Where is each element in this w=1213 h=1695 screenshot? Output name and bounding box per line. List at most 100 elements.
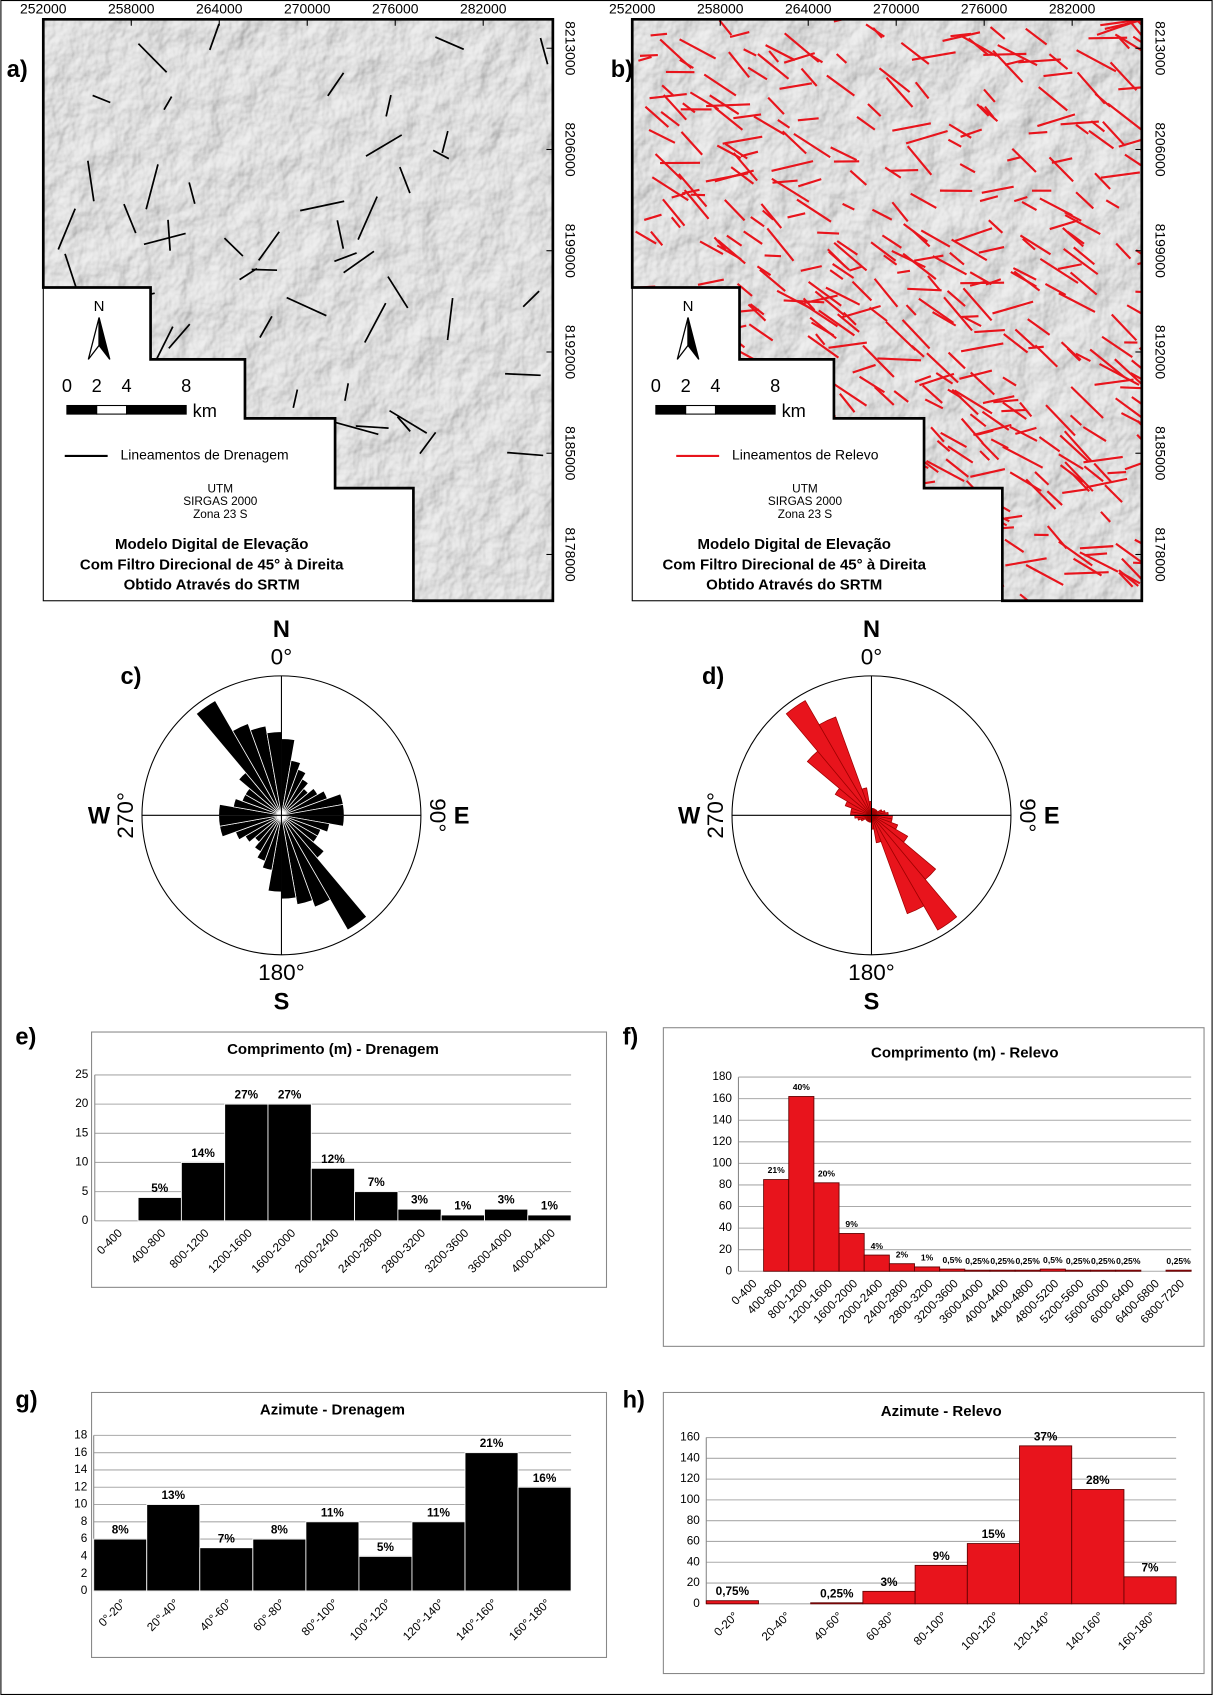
bar xyxy=(915,1565,967,1603)
x-tick-label: 270000 xyxy=(873,0,920,16)
y-tick-label: 12 xyxy=(74,1479,87,1493)
bar xyxy=(528,1215,571,1221)
y-tick-label: 100 xyxy=(712,1155,732,1169)
scale-segment xyxy=(656,406,686,415)
legend-label: Lineamentos de Relevo xyxy=(732,447,879,463)
bar-label: 20% xyxy=(818,1168,836,1178)
lineament xyxy=(1001,410,1026,411)
panel-label: f) xyxy=(623,1025,639,1051)
bar xyxy=(518,1487,571,1591)
bar xyxy=(268,1104,311,1221)
map-caption: Modelo Digital de Elevação xyxy=(115,536,308,553)
x-tick-label: 276000 xyxy=(961,0,1008,16)
y-tick-label: 20 xyxy=(719,1242,733,1256)
bar-label: 27% xyxy=(235,1088,259,1102)
y-tick-label: 5 xyxy=(82,1184,89,1198)
bar-label: 8% xyxy=(112,1523,130,1537)
bar-label: 37% xyxy=(1034,1429,1058,1443)
x-tick-label: 270000 xyxy=(284,0,331,16)
scale-label: 2 xyxy=(92,375,102,396)
lineament xyxy=(1108,472,1127,473)
bar-label: 28% xyxy=(1086,1473,1110,1487)
bar-label: 11% xyxy=(427,1505,450,1519)
y-tick-label: 8199000 xyxy=(562,224,578,279)
bar xyxy=(1091,1270,1116,1271)
direction-label: W xyxy=(88,804,111,830)
angle-label: 180° xyxy=(258,960,305,985)
y-tick-label: 160 xyxy=(680,1430,700,1444)
angle-label: 270° xyxy=(703,792,728,839)
bar-label: 0,25% xyxy=(1166,1256,1191,1266)
bar-label: 3% xyxy=(498,1193,516,1207)
bar-label: 12% xyxy=(321,1152,345,1166)
bar-label: 2% xyxy=(896,1249,909,1259)
lineament xyxy=(640,55,658,56)
bar xyxy=(200,1548,253,1591)
bar-label: 0,25% xyxy=(965,1256,990,1266)
bar-label: 13% xyxy=(161,1488,185,1502)
direction-label: N xyxy=(273,617,290,643)
bar xyxy=(1124,1577,1176,1604)
scale-label: 4 xyxy=(710,375,720,396)
bar-label: 0,75% xyxy=(716,1584,750,1598)
y-tick-label: 60 xyxy=(719,1199,733,1213)
y-tick-label: 8192000 xyxy=(1152,325,1168,380)
x-tick-label: 264000 xyxy=(196,0,243,16)
map-caption: Obtido Através do SRTM xyxy=(124,577,300,594)
y-tick-label: 120 xyxy=(680,1471,700,1485)
bar xyxy=(1040,1269,1065,1271)
scale-segment xyxy=(686,406,716,415)
direction-label: E xyxy=(1044,804,1060,830)
y-tick-label: 60 xyxy=(687,1534,701,1548)
bar-label: 1% xyxy=(454,1199,472,1213)
bar xyxy=(990,1270,1015,1271)
bar-label: 0,25% xyxy=(1066,1256,1091,1266)
y-tick-label: 80 xyxy=(719,1177,733,1191)
direction-label: N xyxy=(863,617,880,643)
y-tick-label: 100 xyxy=(680,1492,700,1506)
bar xyxy=(253,1539,306,1591)
direction-label: S xyxy=(274,989,290,1015)
lineament xyxy=(1029,132,1048,133)
bar xyxy=(225,1104,268,1221)
bar xyxy=(965,1270,990,1271)
scale-segment xyxy=(67,406,97,415)
bar-label: 7% xyxy=(368,1175,386,1189)
direction-label: W xyxy=(678,804,701,830)
bar-label: 21% xyxy=(768,1165,786,1175)
scale-label: 2 xyxy=(681,375,691,396)
north-label: N xyxy=(683,298,694,315)
bar-label: 3% xyxy=(411,1193,429,1207)
lineament xyxy=(1028,347,1043,348)
bar-label: 9% xyxy=(933,1549,951,1563)
scale-label: 8 xyxy=(181,375,191,396)
bar xyxy=(147,1505,200,1591)
y-tick-label: 8206000 xyxy=(562,122,578,177)
bar xyxy=(1065,1270,1090,1271)
angle-label: 0° xyxy=(861,645,883,670)
chart-title: Azimute - Relevo xyxy=(881,1403,1002,1420)
bar-label: 3% xyxy=(880,1575,898,1589)
scale-segment xyxy=(97,406,127,415)
angle-label: 180° xyxy=(848,960,895,985)
bar xyxy=(412,1522,465,1591)
bar xyxy=(311,1168,354,1221)
y-tick-label: 140 xyxy=(712,1112,732,1126)
panel-label: b) xyxy=(611,57,633,83)
bar-label: 0,25% xyxy=(990,1256,1015,1266)
bar-label: 27% xyxy=(278,1088,302,1102)
bar xyxy=(181,1162,224,1220)
bar-label: 8% xyxy=(271,1523,289,1537)
y-tick-label: 20 xyxy=(687,1575,701,1589)
legend-label: Lineamentos de Drenagem xyxy=(121,447,289,463)
y-tick-label: 180 xyxy=(712,1069,732,1083)
y-tick-label: 40 xyxy=(719,1220,733,1234)
bar xyxy=(1166,1270,1191,1271)
x-tick-label: 258000 xyxy=(697,0,744,16)
bar-label: 7% xyxy=(1142,1560,1160,1574)
bar xyxy=(915,1267,940,1271)
lineament xyxy=(765,255,781,256)
y-tick-label: 20 xyxy=(75,1096,89,1110)
map-caption: Modelo Digital de Elevação xyxy=(698,536,891,553)
bar-label: 7% xyxy=(218,1531,236,1545)
